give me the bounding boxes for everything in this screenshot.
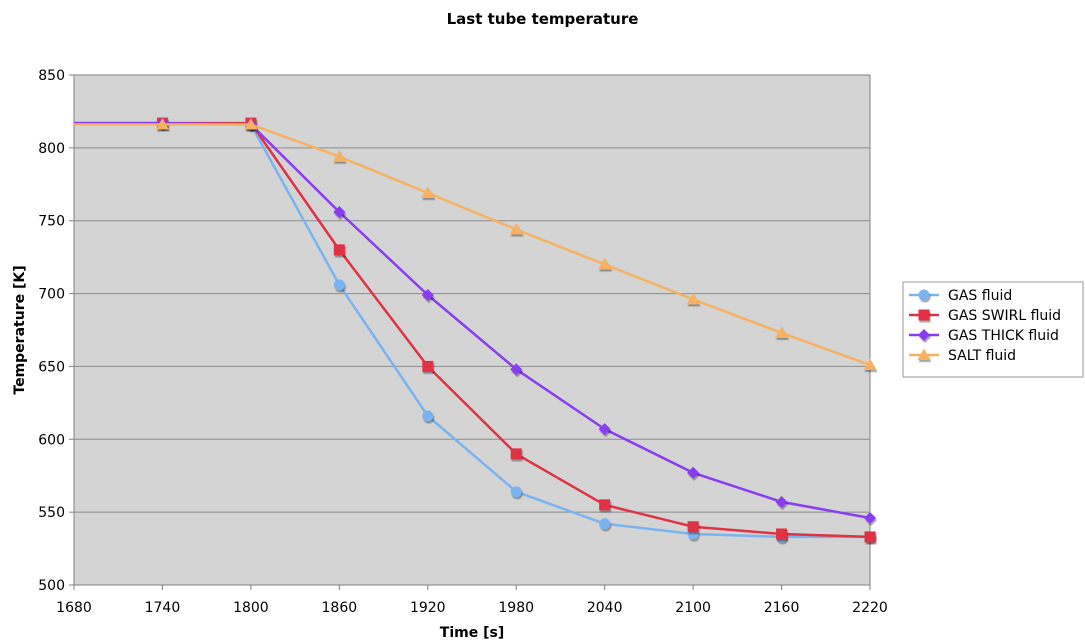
data-point [422,410,434,422]
legend-item: GAS THICK fluid [909,328,1059,344]
x-tick-label: 2040 [587,600,623,616]
data-point [864,531,876,543]
legend-marker [918,309,930,321]
legend-item: GAS fluid [909,288,1012,304]
data-point [599,499,611,511]
data-point [244,118,258,130]
data-point [687,521,699,533]
legend: GAS fluid GAS SWIRL fluid GAS THICK fluid S… [902,281,1084,378]
data-point [510,363,523,376]
data-point [333,205,346,218]
data-point [421,186,435,199]
data-point [422,360,434,372]
data-point [598,257,612,270]
data-point [863,358,877,370]
x-tick-label: 1860 [322,600,358,616]
x-tick-label: 2220 [852,600,888,616]
series-salt-fluid [74,118,877,370]
data-point [510,486,522,498]
y-tick-label: 800 [38,141,65,157]
data-point [509,222,523,235]
x-tick-label: 1980 [498,600,534,616]
data-point [333,244,345,256]
y-tick-label: 750 [38,214,65,230]
y-tick-label: 500 [38,578,65,594]
data-point [421,289,434,302]
x-tick-label: 1800 [233,600,269,616]
legend-item: GAS SWIRL fluid [909,308,1061,324]
y-axis-title: Temperature [K] [12,265,28,394]
legend-box [902,281,1084,378]
data-point [510,448,522,460]
series-line [74,123,871,367]
data-point [687,466,700,479]
legend-label: GAS THICK fluid [948,328,1059,344]
legend-marker [918,329,930,341]
data-point [155,118,169,130]
x-tick-label: 1680 [56,600,92,616]
x-tick-label: 2100 [675,600,711,616]
legend-label: SALT fluid [948,348,1016,364]
data-point [333,279,345,291]
legend-marker [917,348,931,360]
y-tick-label: 600 [38,432,65,448]
data-point [776,528,788,540]
legend-label: GAS SWIRL fluid [948,308,1061,324]
legend-marker [918,289,930,301]
x-axis-title: Time [s] [440,625,504,640]
data-point [775,495,788,508]
data-point [598,423,611,436]
legend-label: GAS fluid [948,288,1012,304]
y-tick-label: 650 [38,359,65,375]
data-point [686,292,700,305]
x-tick-label: 1920 [410,600,446,616]
data-point [864,511,876,524]
y-tick-label: 700 [38,287,65,303]
data-point [332,150,346,162]
chart-title: Last tube temperature [446,10,639,28]
legend-item: SALT fluid [909,348,1016,364]
x-tick-label: 1740 [145,600,181,616]
y-tick-label: 550 [38,505,65,521]
data-point [599,518,611,530]
y-tick-label: 850 [38,68,65,84]
x-tick-label: 2160 [764,600,800,616]
gridlines [74,147,870,513]
plot-area [73,74,871,586]
series-layer [74,117,877,543]
data-point [775,326,789,338]
axes: 500 550 600 650 700 750 800 850 1680 1740 1800 1860… [38,68,888,616]
